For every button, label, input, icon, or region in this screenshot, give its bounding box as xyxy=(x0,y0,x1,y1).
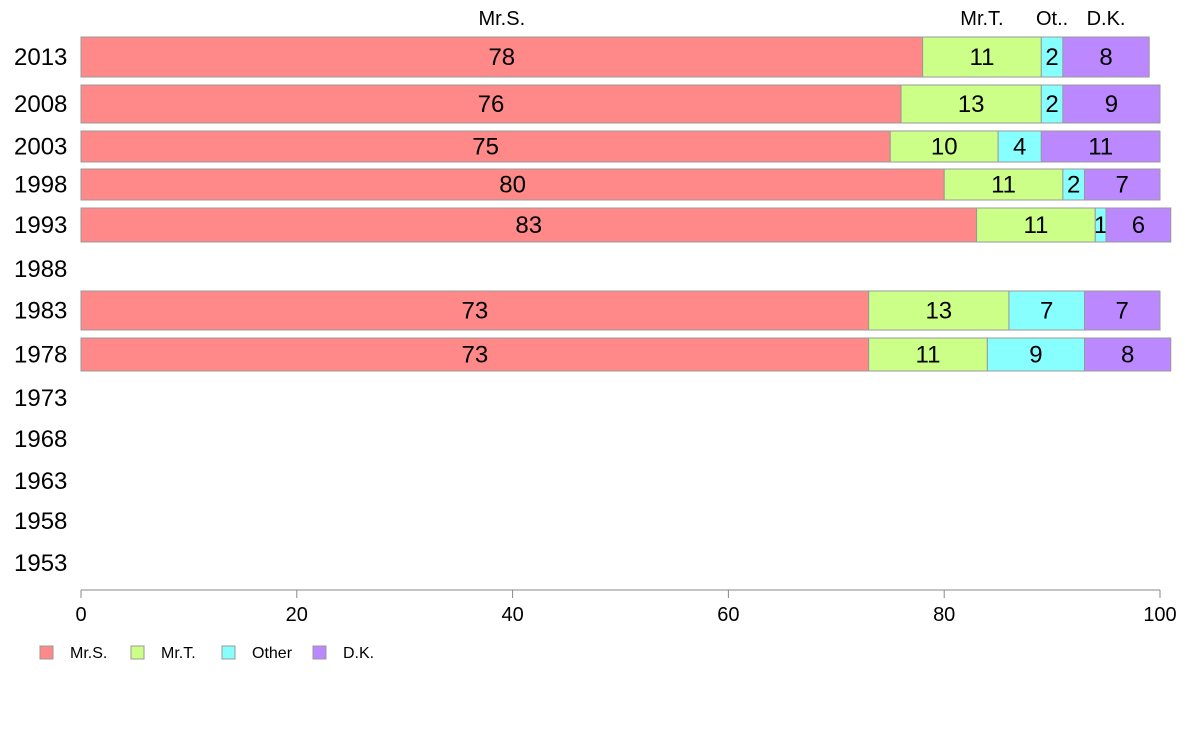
bar-segment xyxy=(868,337,988,372)
segment-value-label: 80 xyxy=(499,172,526,199)
segment-value-label: 83 xyxy=(515,212,542,239)
bar-segment xyxy=(976,207,1096,243)
segment-value-label: 73 xyxy=(461,298,488,325)
segment-value-label: 11 xyxy=(970,44,995,71)
legend-swatch xyxy=(39,645,54,660)
legend-label: Mr.T. xyxy=(161,645,196,662)
segment-value-label: 8 xyxy=(1099,44,1112,71)
segment-value-label: 1 xyxy=(1094,212,1107,239)
segment-value-label: 76 xyxy=(478,91,505,118)
bar-segment xyxy=(900,84,1042,124)
legend-swatch xyxy=(221,645,236,660)
bar-segment xyxy=(80,36,924,78)
segment-header-label: Mr.S. xyxy=(478,8,525,30)
segment-value-label: 11 xyxy=(1088,134,1113,161)
segment-value-label: 4 xyxy=(1013,134,1026,161)
bar-segment xyxy=(943,168,1064,201)
year-label: 2013 xyxy=(14,44,67,71)
bar-segment xyxy=(1040,130,1161,163)
legend-label: Mr.S. xyxy=(70,645,107,662)
bar-segment xyxy=(80,84,902,124)
segment-value-label: 7 xyxy=(1040,298,1053,325)
segment-value-label: 9 xyxy=(1105,91,1118,118)
segment-value-label: 10 xyxy=(931,134,958,161)
legend-label: Other xyxy=(252,645,293,662)
segment-value-label: 7 xyxy=(1116,298,1129,325)
x-tick-label: 40 xyxy=(501,604,523,626)
legend-swatch xyxy=(130,645,145,660)
legend-swatch xyxy=(312,645,327,660)
x-tick-label: 80 xyxy=(933,604,955,626)
year-label: 1988 xyxy=(14,256,67,283)
legend: Mr.S. Mr.T. Other D.K. xyxy=(39,645,374,662)
segment-value-label: 7 xyxy=(1116,172,1129,199)
segment-value-label: 78 xyxy=(488,44,515,71)
segment-header-label: D.K. xyxy=(1087,8,1126,30)
year-label: 2008 xyxy=(14,91,67,118)
x-tick-label: 60 xyxy=(717,604,739,626)
segment-value-label: 75 xyxy=(472,134,499,161)
bar-segment xyxy=(80,207,978,243)
year-label: 1993 xyxy=(14,212,67,239)
segment-value-label: 2 xyxy=(1045,44,1058,71)
segment-value-label: 6 xyxy=(1132,212,1145,239)
segment-value-label: 13 xyxy=(958,91,985,118)
bar-segment xyxy=(80,168,945,201)
x-tick-label: 0 xyxy=(75,604,86,626)
year-label: 1998 xyxy=(14,172,67,199)
segment-value-label: 11 xyxy=(991,172,1016,199)
segment-value-label: 8 xyxy=(1121,342,1134,369)
year-label: 1983 xyxy=(14,298,67,325)
bar-segment xyxy=(80,337,870,372)
bar-segment xyxy=(1062,84,1161,124)
bar-segment xyxy=(1083,290,1161,331)
segment-value-label: 13 xyxy=(925,298,952,325)
year-label: 1963 xyxy=(14,468,67,495)
bar-segment xyxy=(1062,36,1150,78)
segment-header-label: Ot.. xyxy=(1036,8,1068,30)
legend-label: D.K. xyxy=(343,645,374,662)
year-axis-labels: 2013 2008 2003 1998 1993 1988 1983 1978 1973 1968… xyxy=(14,44,67,577)
bar-segment xyxy=(922,36,1042,78)
segment-value-label: 73 xyxy=(461,342,488,369)
segment-header-labels: Mr.S. Mr.T. Ot.. D.K. xyxy=(478,8,1125,30)
bar-segment xyxy=(1008,290,1085,331)
year-label: 2003 xyxy=(14,134,67,161)
year-label: 1973 xyxy=(14,385,67,412)
year-label: 1958 xyxy=(14,508,67,535)
year-label: 1968 xyxy=(14,426,67,453)
segment-value-label: 2 xyxy=(1067,172,1080,199)
x-axis: 0 20 40 60 80 100 xyxy=(75,589,1177,626)
year-label: 1953 xyxy=(14,550,67,577)
segment-value-label: 11 xyxy=(916,342,941,369)
x-tick-label: 100 xyxy=(1143,604,1176,626)
bar-segment xyxy=(1083,168,1161,201)
bar-segment xyxy=(80,130,891,163)
x-tick-label: 20 xyxy=(286,604,308,626)
bar-segment xyxy=(1083,337,1172,372)
bar-segment xyxy=(889,130,999,163)
segment-value-label: 9 xyxy=(1029,342,1042,369)
bar-segment xyxy=(868,290,1010,331)
bar-segment xyxy=(1105,207,1172,243)
bar-segment xyxy=(997,130,1042,163)
segment-header-label: Mr.T. xyxy=(960,8,1003,30)
segment-value-label: 2 xyxy=(1045,91,1058,118)
year-label: 1978 xyxy=(14,342,67,369)
segment-value-label: 11 xyxy=(1023,212,1048,239)
